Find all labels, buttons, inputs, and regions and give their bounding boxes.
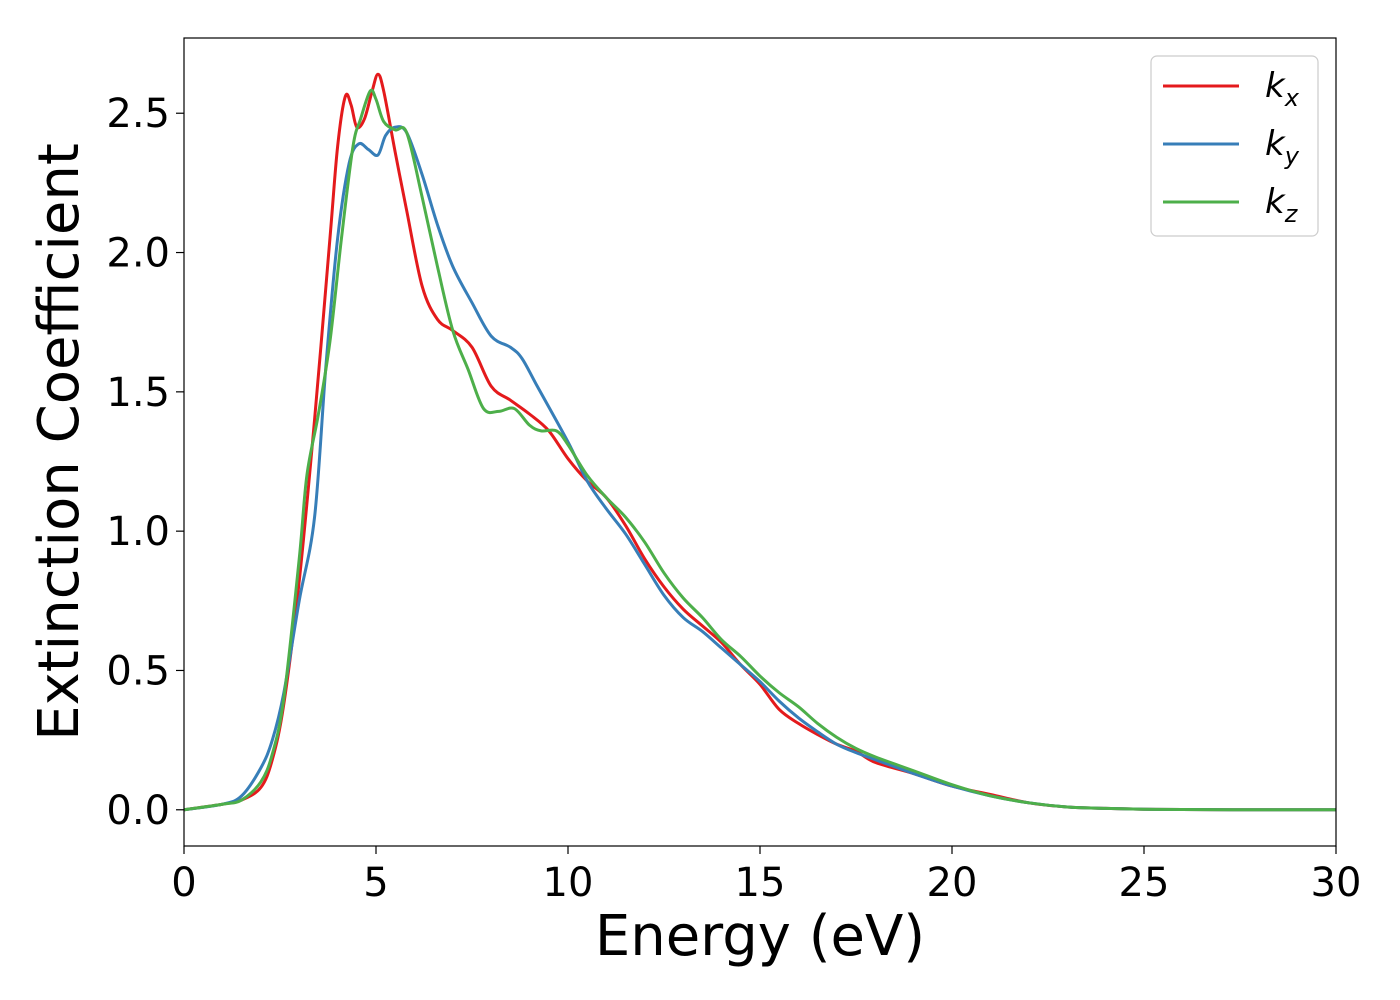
y-axis-ticks: 0.0 0.5 1.0 1.5 2.0 2.5 (106, 91, 184, 834)
series-line-kz (184, 88, 1336, 812)
x-axis-label: Energy (eV) (595, 904, 925, 969)
y-tick-label: 2.5 (106, 91, 170, 137)
x-tick-label: 0 (171, 860, 196, 906)
legend-item-kz: kz (1163, 182, 1299, 228)
y-axis-label: Extinction Coefficient (27, 143, 92, 741)
legend: kx ky kz (1150, 55, 1319, 237)
legend-box (1150, 55, 1319, 237)
legend-label: ky (1265, 124, 1300, 170)
y-tick-label: 2.0 (106, 231, 170, 277)
y-tick-label: 0.0 (106, 788, 170, 834)
legend-item-ky: ky (1163, 124, 1300, 170)
legend-label: kx (1265, 66, 1300, 112)
x-tick-label: 5 (363, 860, 388, 906)
y-tick-label: 0.5 (106, 648, 170, 694)
legend-item-kx: kx (1163, 66, 1300, 112)
x-tick-label: 10 (543, 860, 594, 906)
x-tick-label: 15 (735, 860, 786, 906)
y-tick-label: 1.5 (106, 370, 170, 416)
x-axis-ticks: 0 5 10 15 20 25 30 (171, 846, 1361, 906)
x-tick-label: 20 (927, 860, 978, 906)
series-lines (184, 72, 1336, 812)
y-tick-label: 1.0 (106, 509, 170, 555)
legend-label: kz (1265, 182, 1299, 228)
x-tick-label: 25 (1119, 860, 1170, 906)
x-tick-label: 30 (1311, 860, 1362, 906)
